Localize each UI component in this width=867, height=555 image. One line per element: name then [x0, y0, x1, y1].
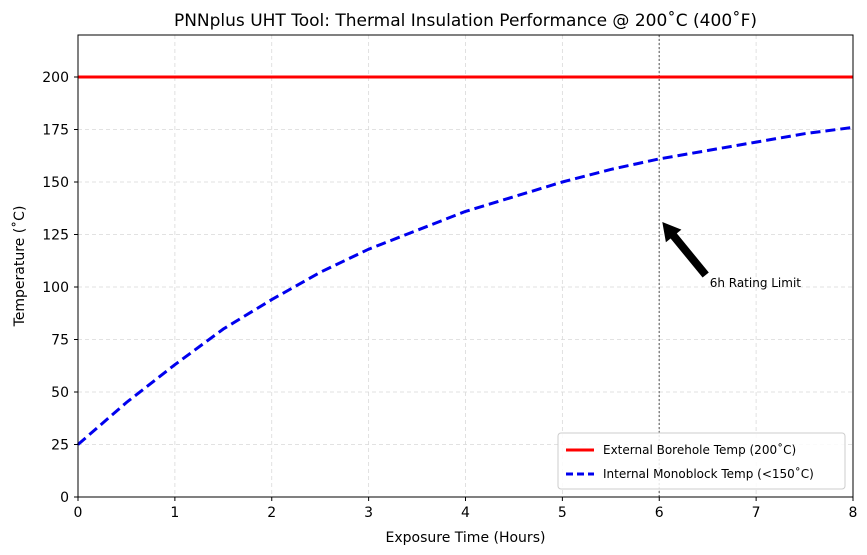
annotation-arrow	[662, 222, 709, 278]
y-tick-label: 75	[51, 333, 69, 349]
legend-label-1: Internal Monoblock Temp (<150˚C)	[603, 466, 814, 481]
axis-ticks: 0 1 2 3 4 5 6 7 8 0 25 50 75 100 125 150 175 200	[42, 70, 857, 521]
x-tick-label: 6	[655, 505, 664, 521]
x-tick-label: 8	[849, 505, 858, 521]
y-tick-label: 200	[42, 70, 69, 86]
legend: External Borehole Temp (200˚C) Internal M…	[557, 432, 846, 490]
x-tick-label: 4	[461, 505, 470, 521]
x-tick-label: 7	[752, 505, 761, 521]
x-tick-label: 5	[558, 505, 567, 521]
y-tick-label: 125	[42, 228, 69, 244]
y-tick-label: 175	[42, 123, 69, 139]
x-axis-label: Exposure Time (Hours)	[386, 530, 546, 546]
grid	[77, 35, 854, 498]
y-tick-label: 100	[42, 280, 69, 296]
series-line-1	[77, 125, 854, 446]
annotation: 6h Rating Limit	[662, 222, 801, 290]
x-tick-label: 0	[74, 505, 83, 521]
x-tick-label: 3	[364, 505, 373, 521]
x-tick-label: 1	[170, 505, 179, 521]
y-tick-label: 50	[51, 385, 69, 401]
y-tick-label: 150	[42, 175, 69, 191]
legend-box	[557, 432, 846, 490]
chart-title: PNNplus UHT Tool: Thermal Insulation Per…	[174, 10, 757, 31]
x-tick-label: 2	[267, 505, 276, 521]
annotation-label: 6h Rating Limit	[710, 276, 802, 290]
y-tick-label: 25	[51, 438, 69, 454]
y-axis-label: Temperature (˚C)	[11, 206, 28, 328]
legend-label-0: External Borehole Temp (200˚C)	[603, 442, 796, 457]
plot-lines	[77, 35, 854, 497]
y-tick-label: 0	[60, 490, 69, 506]
